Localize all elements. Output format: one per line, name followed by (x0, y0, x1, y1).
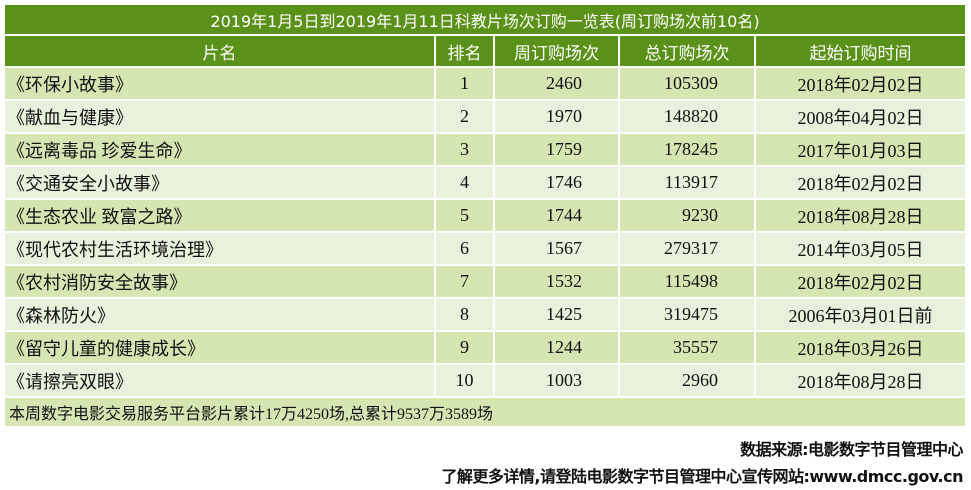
cell-start-date: 2017年01月03日 (756, 134, 965, 165)
cell-weekly: 2460 (495, 68, 618, 99)
header-title: 片名 (5, 36, 434, 66)
cell-title: 《请擦亮双眼》 (5, 365, 434, 396)
table-row: 《远离毒品 珍爱生命》 3 1759 178245 2017年01月03日 (5, 134, 965, 165)
cell-weekly: 1970 (495, 101, 618, 132)
cell-rank: 2 (436, 101, 493, 132)
cell-title: 《远离毒品 珍爱生命》 (5, 134, 434, 165)
table-row: 《交通安全小故事》 4 1746 113917 2018年02月02日 (5, 167, 965, 198)
cell-title: 《留守儿童的健康成长》 (5, 332, 434, 363)
table-row: 《现代农村生活环境治理》 6 1567 279317 2014年03月05日 (5, 233, 965, 264)
cell-total: 279317 (620, 233, 754, 264)
cell-title: 《交通安全小故事》 (5, 167, 434, 198)
cell-rank: 5 (436, 200, 493, 231)
cell-start-date: 2018年03月26日 (756, 332, 965, 363)
cell-title: 《献血与健康》 (5, 101, 434, 132)
cell-rank: 1 (436, 68, 493, 99)
header-rank: 排名 (436, 36, 493, 66)
cell-total: 35557 (620, 332, 754, 363)
notes: 数据来源:电影数字节目管理中心 了解更多详情,请登陆电影数字节目管理中心宣传网站… (441, 436, 963, 490)
cell-total: 105309 (620, 68, 754, 99)
header-weekly: 周订购场次 (495, 36, 618, 66)
table-row: 《森林防火》 8 1425 319475 2006年03月01日前 (5, 299, 965, 330)
cell-total: 148820 (620, 101, 754, 132)
cell-weekly: 1532 (495, 266, 618, 297)
cell-rank: 3 (436, 134, 493, 165)
website-note: 了解更多详情,请登陆电影数字节目管理中心宣传网站:www.dmcc.gov.cn (441, 467, 963, 486)
cell-total: 9230 (620, 200, 754, 231)
cell-rank: 8 (436, 299, 493, 330)
header-start-date: 起始订购时间 (756, 36, 965, 66)
cell-weekly: 1759 (495, 134, 618, 165)
cell-rank: 9 (436, 332, 493, 363)
cell-title: 《现代农村生活环境治理》 (5, 233, 434, 264)
table-header: 片名 排名 周订购场次 总订购场次 起始订购时间 (5, 36, 965, 66)
cell-start-date: 2008年04月02日 (756, 101, 965, 132)
source-note: 数据来源:电影数字节目管理中心 (740, 440, 963, 459)
table-row: 《环保小故事》 1 2460 105309 2018年02月02日 (5, 68, 965, 99)
cell-total: 115498 (620, 266, 754, 297)
cell-rank: 4 (436, 167, 493, 198)
cell-total: 319475 (620, 299, 754, 330)
cell-total: 113917 (620, 167, 754, 198)
cell-weekly: 1746 (495, 167, 618, 198)
table-row: 《请擦亮双眼》 10 1003 2960 2018年08月28日 (5, 365, 965, 396)
table-row: 《生态农业 致富之路》 5 1744 9230 2018年08月28日 (5, 200, 965, 231)
cell-start-date: 2018年02月02日 (756, 266, 965, 297)
subscription-table: 2019年1月5日到2019年1月11日科教片场次订购一览表(周订购场次前10名… (3, 3, 967, 428)
cell-title: 《环保小故事》 (5, 68, 434, 99)
cell-title: 《农村消防安全故事》 (5, 266, 434, 297)
cell-start-date: 2018年08月28日 (756, 200, 965, 231)
cell-weekly: 1003 (495, 365, 618, 396)
cell-start-date: 2014年03月05日 (756, 233, 965, 264)
cell-title: 《森林防火》 (5, 299, 434, 330)
cell-total: 2960 (620, 365, 754, 396)
cell-weekly: 1425 (495, 299, 618, 330)
table-footer: 本周数字电影交易服务平台影片累计17万4250场,总累计9537万3589场 (5, 398, 965, 426)
cell-rank: 10 (436, 365, 493, 396)
table-title: 2019年1月5日到2019年1月11日科教片场次订购一览表(周订购场次前10名… (5, 5, 965, 34)
cell-start-date: 2006年03月01日前 (756, 299, 965, 330)
cell-weekly: 1244 (495, 332, 618, 363)
table-row: 《献血与健康》 2 1970 148820 2008年04月02日 (5, 101, 965, 132)
header-total: 总订购场次 (620, 36, 754, 66)
cell-total: 178245 (620, 134, 754, 165)
cell-rank: 7 (436, 266, 493, 297)
cell-start-date: 2018年02月02日 (756, 68, 965, 99)
cell-start-date: 2018年02月02日 (756, 167, 965, 198)
table-row: 《农村消防安全故事》 7 1532 115498 2018年02月02日 (5, 266, 965, 297)
cell-weekly: 1567 (495, 233, 618, 264)
table-row: 《留守儿童的健康成长》 9 1244 35557 2018年03月26日 (5, 332, 965, 363)
cell-start-date: 2018年08月28日 (756, 365, 965, 396)
cell-rank: 6 (436, 233, 493, 264)
cell-title: 《生态农业 致富之路》 (5, 200, 434, 231)
cell-weekly: 1744 (495, 200, 618, 231)
